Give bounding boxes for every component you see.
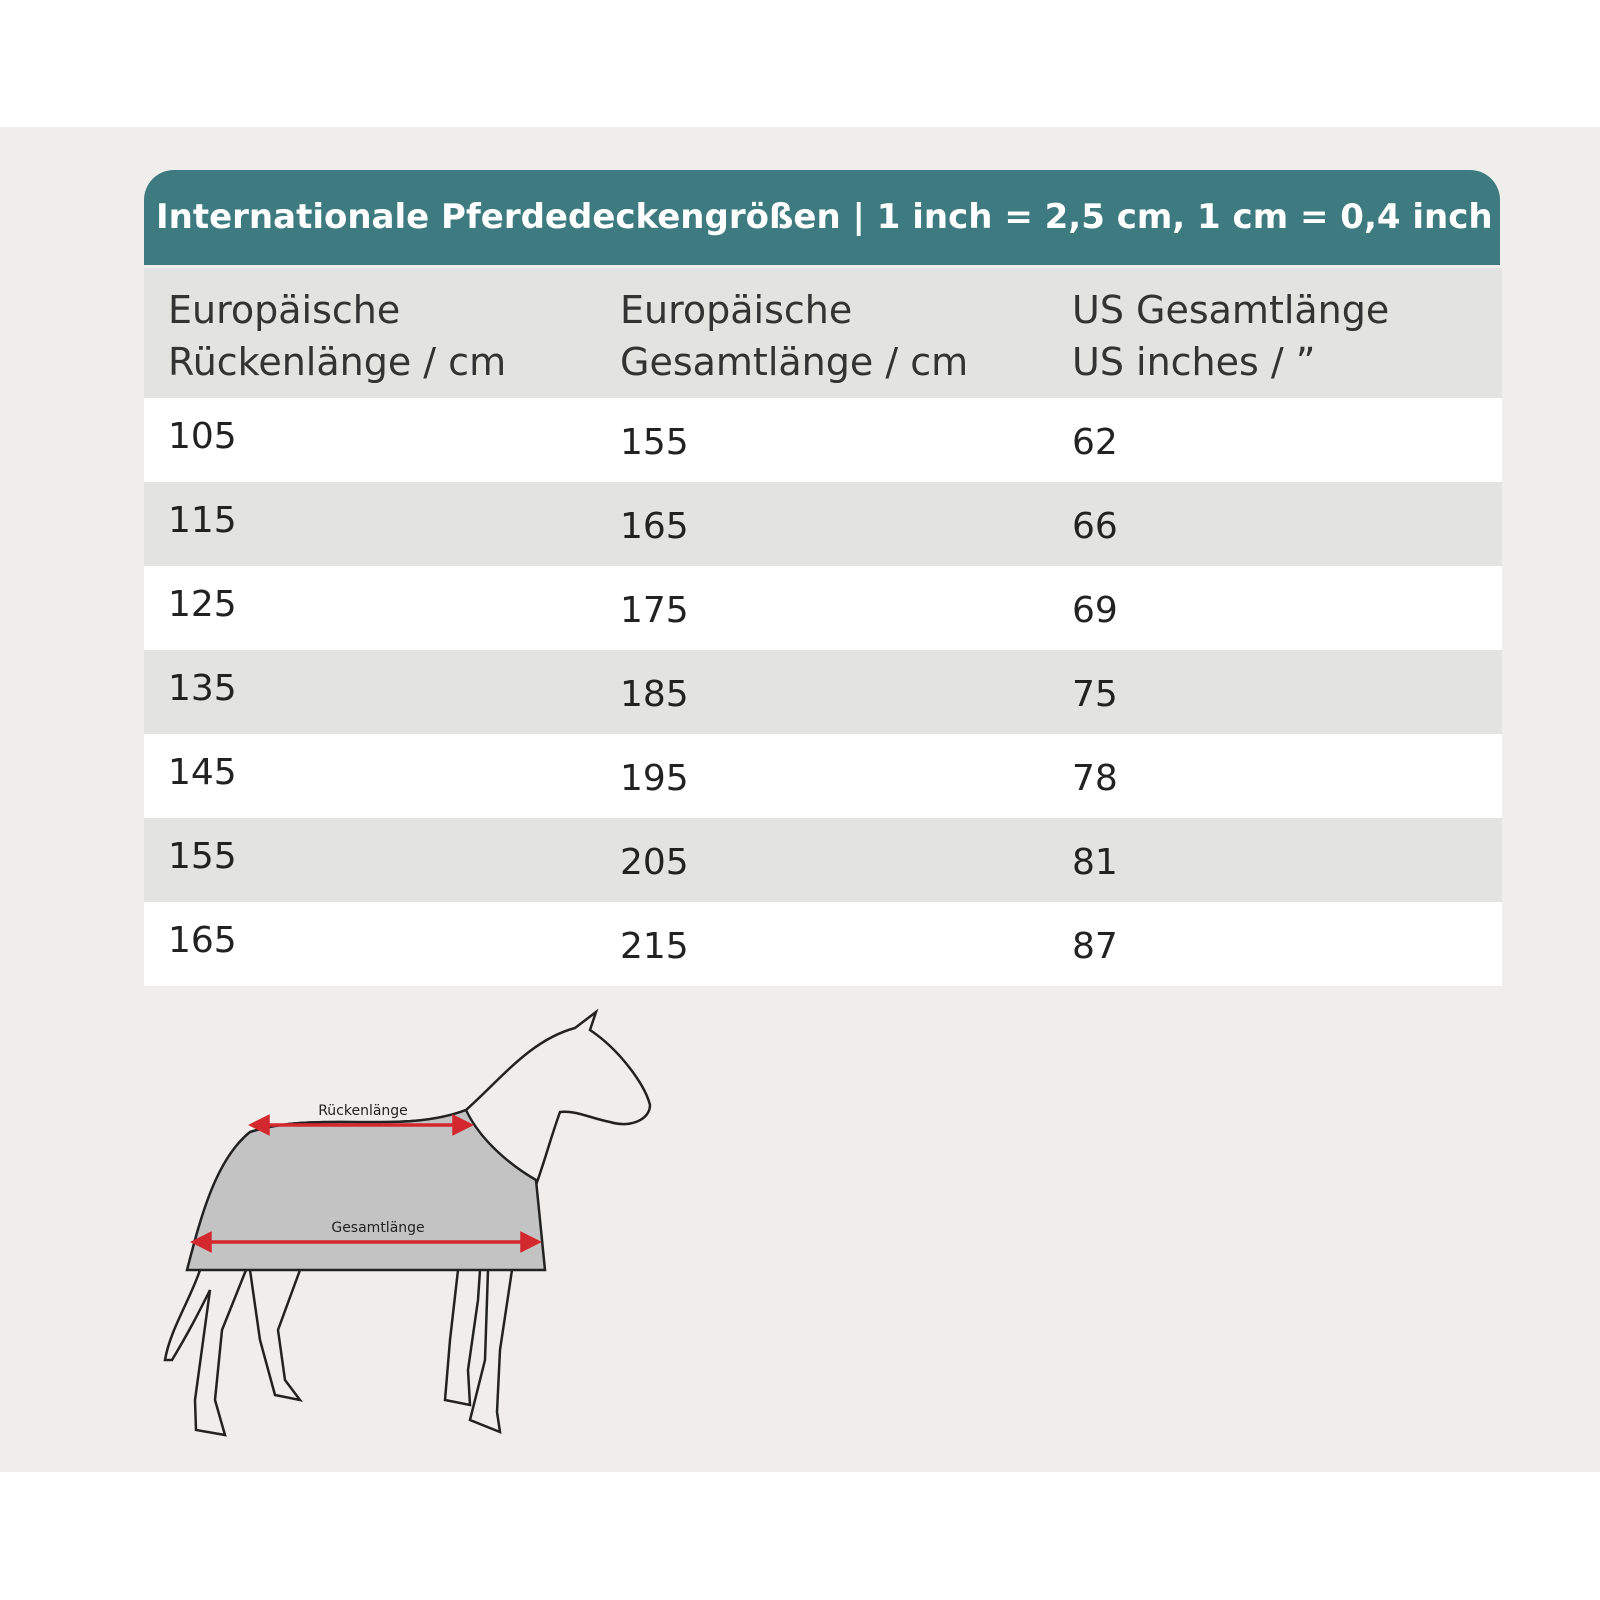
- table-cell: 115: [168, 500, 237, 541]
- table-cell: 81: [1072, 842, 1118, 883]
- table-cell: 165: [620, 506, 689, 547]
- table-cell: 165: [168, 920, 237, 961]
- table-row: 155 205 81: [144, 818, 1502, 902]
- back-length-label: Rückenlänge: [318, 1103, 408, 1119]
- table-cell: 87: [1072, 926, 1118, 967]
- table-cell: 66: [1072, 506, 1118, 547]
- table-title: Internationale Pferdedeckengrößen | 1 in…: [144, 170, 1500, 265]
- table-row: 145 195 78: [144, 734, 1502, 818]
- table-row: 165 215 87: [144, 902, 1502, 986]
- table-cell: 175: [620, 590, 689, 631]
- column-header-line: US inches / ”: [1072, 340, 1316, 384]
- table-row: 115 165 66: [144, 482, 1502, 566]
- blanket: [185, 1108, 547, 1272]
- table-cell: 62: [1072, 422, 1118, 463]
- table-cell: 205: [620, 842, 689, 883]
- column-header-line: Gesamtlänge / cm: [620, 340, 969, 384]
- table-cell: 78: [1072, 758, 1118, 799]
- column-header: Europäische Rückenlänge / cm: [168, 284, 506, 388]
- table-cell: 105: [168, 416, 237, 457]
- table-row: 125 175 69: [144, 566, 1502, 650]
- column-header-line: Rückenlänge / cm: [168, 340, 507, 384]
- table-cell: 145: [168, 752, 237, 793]
- horse-outline: [163, 1008, 652, 1437]
- table-cell: 215: [620, 926, 689, 967]
- table-cell: 185: [620, 674, 689, 715]
- column-header-line: Europäische: [620, 288, 853, 332]
- table-cell: 125: [168, 584, 237, 625]
- table-cell: 135: [168, 668, 237, 709]
- table-row: 135 185 75: [144, 650, 1502, 734]
- column-header: Europäische Gesamtlänge / cm: [620, 284, 968, 388]
- total-arrow: [190, 1231, 542, 1253]
- total-length-label: Gesamtlänge: [331, 1220, 424, 1236]
- table-cell: 155: [620, 422, 689, 463]
- column-header-line: Europäische: [168, 288, 401, 332]
- table-cell: 195: [620, 758, 689, 799]
- table-row: 105 155 62: [144, 398, 1502, 482]
- table-cell: 155: [168, 836, 237, 877]
- column-header-line: US Gesamtlänge: [1072, 288, 1390, 332]
- header-row: Europäische Rückenlänge / cm Europäische Ge…: [144, 268, 1502, 398]
- table-cell: 75: [1072, 674, 1118, 715]
- column-header: US Gesamtlänge US inches / ”: [1072, 284, 1389, 388]
- table-cell: 69: [1072, 590, 1118, 631]
- back-arrow: [248, 1114, 474, 1136]
